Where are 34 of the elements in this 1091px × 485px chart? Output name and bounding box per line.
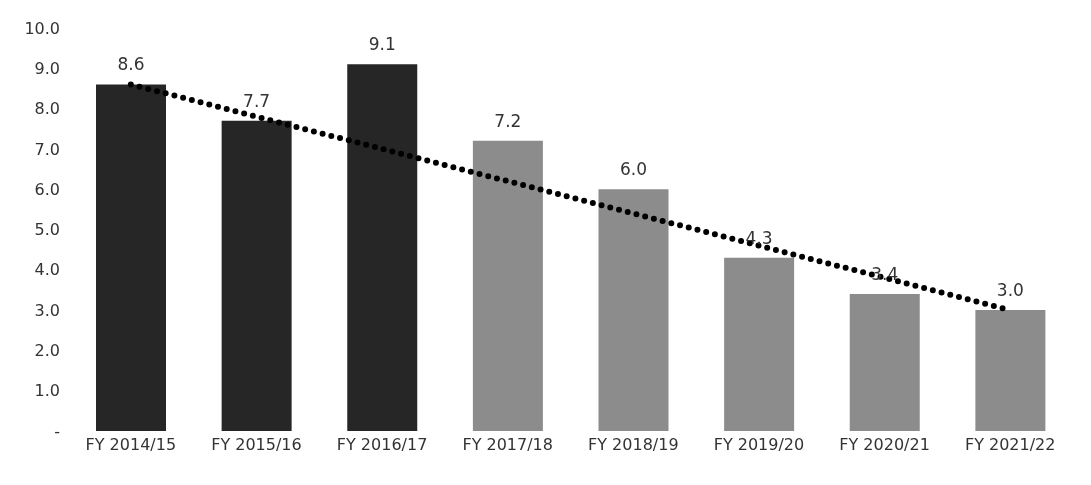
y-tick-label: 7.0 (34, 139, 60, 159)
bar (472, 140, 543, 431)
bar (849, 293, 920, 431)
bar (347, 64, 418, 431)
x-tick-label: FY 2016/17 (336, 435, 428, 455)
y-tick-label: 10.0 (24, 18, 60, 38)
data-label: 3.0 (996, 280, 1024, 301)
y-tick-label: 3.0 (34, 300, 60, 320)
bar (975, 310, 1046, 431)
x-tick-label: FY 2019/20 (713, 435, 805, 455)
data-label: 7.2 (494, 110, 522, 131)
y-tick-label: 5.0 (34, 220, 60, 240)
y-tick-label: 4.0 (34, 260, 60, 280)
bar (221, 120, 292, 431)
bar (724, 257, 795, 431)
y-tick-label: 2.0 (34, 341, 60, 361)
y-tick-label: 1.0 (34, 381, 60, 401)
x-tick-label: FY 2020/21 (839, 435, 930, 455)
y-tick-label: 6.0 (34, 179, 60, 199)
data-label: 4.3 (745, 227, 773, 248)
bar (598, 189, 669, 431)
x-tick-label: FY 2021/22 (964, 435, 1056, 455)
x-tick-label: FY 2014/15 (85, 435, 177, 455)
x-tick-label: FY 2015/16 (211, 435, 302, 455)
y-tick-label: - (54, 421, 60, 441)
data-label: 7.7 (243, 90, 271, 111)
data-label: 9.1 (368, 34, 396, 55)
data-label: 6.0 (619, 159, 648, 180)
x-tick-label: FY 2018/19 (588, 435, 679, 455)
data-label: 8.6 (117, 54, 145, 75)
bar (96, 84, 166, 431)
y-tick-label: 9.0 (34, 58, 60, 78)
x-tick-label: FY 2017/18 (462, 435, 553, 455)
y-tick-label: 8.0 (34, 99, 60, 119)
